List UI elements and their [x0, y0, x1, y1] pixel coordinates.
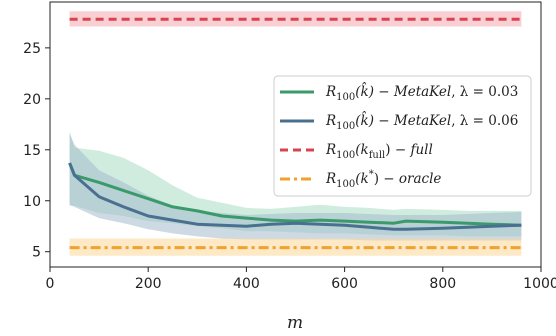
x-tick-label-200: 200 [135, 276, 162, 292]
x-tick-label-600: 600 [331, 276, 358, 292]
legend-label-4: R100(k*) − oracle [325, 169, 441, 190]
y-tick-label-15: 15 [23, 143, 41, 159]
x-tick-label-800: 800 [429, 276, 456, 292]
legend-label-3: R100(kfull) − full [325, 142, 433, 161]
legend: R100(k̂) − MetaKel, λ = 0.03 R100(k̂) − M… [273, 75, 532, 197]
lines-layer [68, 17, 522, 250]
legend-label-2: R100(k̂) − MetaKel, λ = 0.06 [325, 111, 518, 132]
y-tick-label-5: 5 [32, 245, 41, 261]
plot-frame [49, 1, 542, 268]
x-axis: 0 200 400 600 800 1000 [46, 267, 556, 292]
legend-label-1: R100(k̂) − MetaKel, λ = 0.03 [325, 82, 518, 103]
legend-box [273, 75, 532, 197]
x-tick-label-400: 400 [233, 276, 260, 292]
x-tick-label-1000: 1000 [523, 276, 556, 292]
y-tick-label-25: 25 [23, 41, 41, 57]
y-axis: 5 10 15 20 25 [23, 41, 50, 261]
y-tick-label-20: 20 [23, 92, 41, 108]
series-line-2 [68, 162, 522, 231]
x-tick-label-0: 0 [46, 276, 55, 292]
x-axis-label: m [287, 313, 303, 333]
series-line-1 [68, 162, 522, 227]
series-band-2 [69, 133, 522, 241]
y-tick-label-10: 10 [23, 194, 41, 210]
